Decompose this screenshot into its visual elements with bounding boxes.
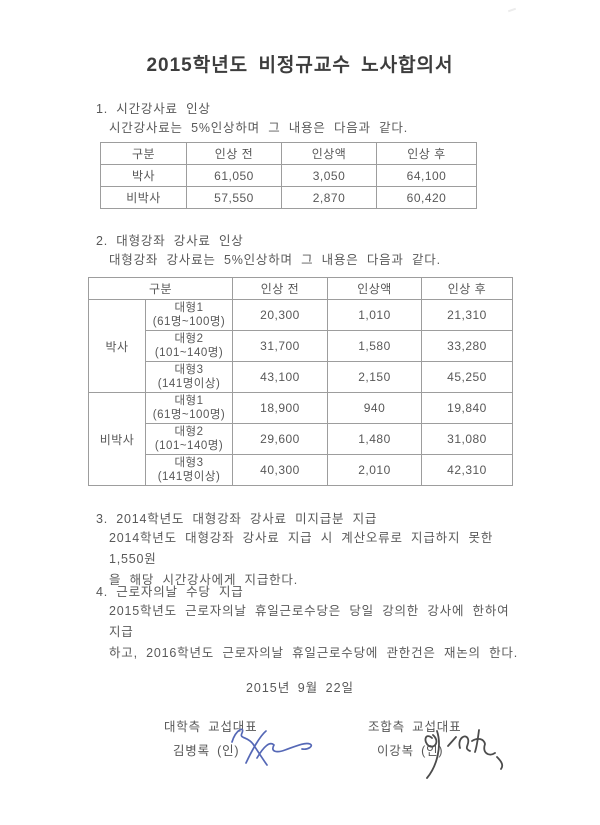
agreement-date: 2015년 9월 22일 — [245, 681, 355, 695]
scan-artifact — [507, 7, 517, 13]
table-row-nondoctor: 비박사 57,550 2,870 60,420 — [100, 186, 477, 209]
cell-after: 64,100 — [376, 164, 477, 187]
cell-amount: 2,870 — [281, 186, 377, 209]
cell-after: 33,280 — [421, 330, 513, 362]
cell-before: 29,600 — [232, 423, 328, 455]
table-row: 박사 대형1 (61명~100명) 20,300 1,010 21,310 — [88, 299, 513, 393]
signer-role: 대학측 교섭대표 — [164, 720, 258, 734]
section-2-heading: 2. 대형강좌 강사료 인상 — [96, 234, 244, 248]
table-row-doctor: 박사 61,050 3,050 64,100 — [100, 164, 477, 187]
header-after: 인상 후 — [421, 277, 513, 300]
class-type-capacity: (141명이상) — [157, 378, 221, 390]
hourly-fee-table: 구분 인상 전 인상액 인상 후 박사 61,050 3,050 64,100 … — [100, 142, 477, 209]
cell-label: 비박사 — [100, 186, 187, 209]
cell-class-type: 대형2 (101~140명) — [145, 423, 233, 455]
header-before: 인상 전 — [232, 277, 328, 300]
table-row: 대형2 (101~140명) 31,700 1,580 33,280 — [89, 330, 513, 362]
class-type-capacity: (61명~100명) — [152, 409, 226, 421]
cell-amount: 2,150 — [327, 361, 422, 393]
cell-amount: 2,010 — [327, 454, 422, 486]
group-label-doctor: 박사 — [88, 299, 146, 393]
class-type-name: 대형3 — [174, 364, 204, 376]
class-type-name: 대형2 — [174, 426, 204, 438]
cell-amount: 940 — [327, 392, 422, 424]
header-amount: 인상액 — [327, 277, 422, 300]
cell-amount: 1,010 — [327, 299, 422, 331]
cell-after: 21,310 — [421, 299, 513, 331]
header-category: 구분 — [88, 277, 233, 300]
class-type-name: 대형1 — [174, 395, 204, 407]
table-row: 대형3 (141명이상) 43,100 2,150 45,250 — [89, 361, 513, 393]
cell-class-type: 대형1 (61명~100명) — [145, 392, 233, 424]
cell-after: 31,080 — [421, 423, 513, 455]
section-2-body: 대형강좌 강사료는 5%인상하며 그 내용은 다음과 같다. — [109, 253, 441, 267]
cell-class-type: 대형3 (141명이상) — [145, 454, 233, 486]
section-4-line1: 2015학년도 근로자의날 휴일근로수당은 당일 강의한 강사에 한하여 지급 — [109, 604, 510, 639]
table-header-row: 구분 인상 전 인상액 인상 후 — [100, 142, 477, 165]
signature-block-university: 대학측 교섭대표 김병록 (인) — [164, 716, 257, 759]
cell-amount: 1,580 — [327, 330, 422, 362]
cell-before: 18,900 — [232, 392, 328, 424]
section-3-heading: 3. 2014학년도 대형강좌 강사료 미지급분 지급 — [96, 512, 378, 526]
cell-after: 45,250 — [421, 361, 513, 393]
signature-block-union: 조합측 교섭대표 이강복 (인) — [368, 716, 461, 759]
section-3-line2: 을 해당 시간강사에게 지급한다. — [109, 573, 298, 587]
class-type-name: 대형1 — [174, 302, 204, 314]
cell-after: 60,420 — [376, 186, 477, 209]
section-1-body: 시간강사료는 5%인상하며 그 내용은 다음과 같다. — [109, 121, 409, 135]
group-label-nondoctor: 비박사 — [88, 392, 146, 486]
section-3-body: 2014학년도 대형강좌 강사료 지급 시 계산오류로 지급하지 못한 1,55… — [109, 528, 529, 591]
signer-name: 김병록 (인) — [173, 744, 240, 758]
large-class-fee-table: 구분 인상 전 인상액 인상 후 박사 대형1 (61명~100명) 20,30… — [88, 277, 513, 486]
header-amount: 인상액 — [281, 142, 377, 165]
class-type-name: 대형3 — [174, 457, 204, 469]
section-3-line1: 2014학년도 대형강좌 강사료 지급 시 계산오류로 지급하지 못한 1,55… — [109, 531, 494, 566]
table-row: 대형2 (101~140명) 29,600 1,480 31,080 — [89, 423, 513, 455]
class-type-name: 대형2 — [174, 333, 204, 345]
cell-after: 42,310 — [421, 454, 513, 486]
section-4-line2: 하고, 2016학년도 근로자의날 휴일근로수당에 관한건은 재논의 한다. — [109, 646, 518, 660]
cell-before: 40,300 — [232, 454, 328, 486]
document-title: 2015학년도 비정규교수 노사합의서 — [146, 55, 454, 76]
section-4-body: 2015학년도 근로자의날 휴일근로수당은 당일 강의한 강사에 한하여 지급 … — [109, 601, 529, 664]
signer-role: 조합측 교섭대표 — [368, 720, 462, 734]
table-row: 대형3 (141명이상) 40,300 2,010 42,310 — [89, 454, 513, 486]
cell-before: 61,050 — [186, 164, 282, 187]
cell-class-type: 대형3 (141명이상) — [145, 361, 233, 393]
cell-amount: 3,050 — [281, 164, 377, 187]
section-4-heading: 4. 근로자의날 수당 지급 — [96, 585, 244, 599]
class-type-capacity: (101~140명) — [154, 440, 224, 452]
cell-class-type: 대형2 (101~140명) — [145, 330, 233, 362]
cell-before: 20,300 — [232, 299, 328, 331]
cell-before: 31,700 — [232, 330, 328, 362]
table-row: 비박사 대형1 (61명~100명) 18,900 940 19,840 — [88, 392, 513, 486]
cell-before: 57,550 — [186, 186, 282, 209]
header-category: 구분 — [100, 142, 187, 165]
signer-name: 이강복 (인) — [377, 744, 444, 758]
cell-after: 19,840 — [421, 392, 513, 424]
class-type-capacity: (61명~100명) — [152, 316, 226, 328]
header-before: 인상 전 — [186, 142, 282, 165]
cell-class-type: 대형1 (61명~100명) — [145, 299, 233, 331]
class-type-capacity: (141명이상) — [157, 471, 221, 483]
header-after: 인상 후 — [376, 142, 477, 165]
class-type-capacity: (101~140명) — [154, 347, 224, 359]
cell-label: 박사 — [100, 164, 187, 187]
table-header-row: 구분 인상 전 인상액 인상 후 — [88, 277, 513, 300]
cell-before: 43,100 — [232, 361, 328, 393]
cell-amount: 1,480 — [327, 423, 422, 455]
section-1-heading: 1. 시간강사료 인상 — [96, 102, 211, 116]
